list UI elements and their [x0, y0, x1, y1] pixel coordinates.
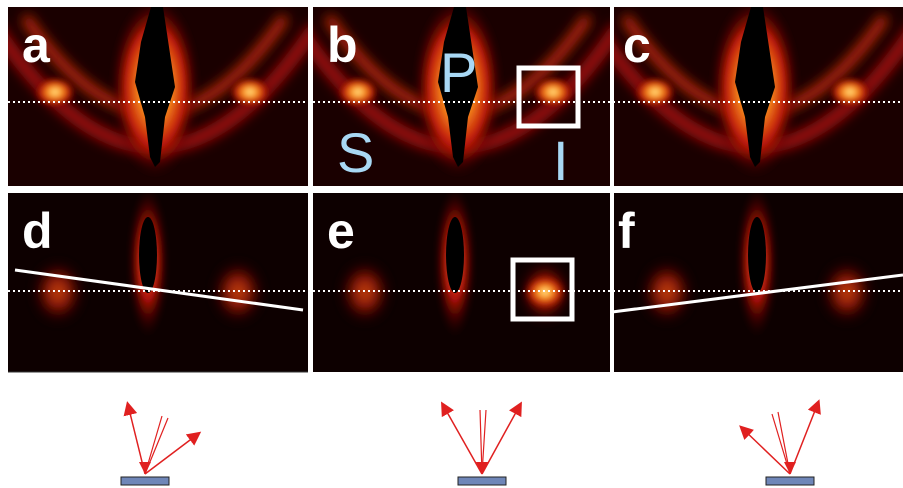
highlight-box [516, 65, 581, 129]
central-spot [446, 217, 464, 293]
central-spot [139, 217, 157, 293]
image-panel [8, 193, 308, 372]
overlay: a b c d e f P S I [0, 17, 903, 373]
annotation: S [337, 121, 374, 184]
central-spot [748, 217, 766, 293]
panel-label: f [618, 203, 635, 259]
geometry-diagrams [120, 399, 821, 486]
substrate [120, 476, 170, 486]
substrate [765, 476, 815, 486]
reflected-beam [481, 401, 522, 475]
panel-label: e [327, 203, 355, 259]
image-panel [313, 7, 610, 187]
beam-tip [476, 462, 488, 474]
side-glow [823, 262, 871, 322]
substrate [457, 476, 507, 486]
reflection-diagram [441, 401, 522, 486]
panels [8, 7, 903, 372]
panel-label: d [22, 203, 53, 259]
image-panel [614, 7, 903, 187]
hot-spot [828, 76, 872, 108]
reflected-beam [441, 401, 483, 475]
angle-line [611, 273, 903, 314]
image-panel [313, 193, 610, 372]
beam-tip [139, 462, 151, 474]
reflection-diagram [739, 399, 821, 486]
annotation: I [553, 129, 569, 192]
hot-spot [531, 76, 575, 108]
panel-label: b [327, 17, 358, 73]
highlight-box [510, 257, 575, 322]
central-spot [438, 7, 478, 167]
annotation: P [440, 41, 477, 104]
hot-spot [336, 76, 380, 108]
separator [0, 186, 903, 191]
reflected-beam [144, 431, 202, 475]
panel-label: a [22, 17, 51, 73]
angle-line [14, 268, 304, 312]
central-spot [135, 7, 175, 167]
reflected-beam [739, 425, 791, 475]
hot-spot [228, 76, 272, 108]
hot-spot [33, 76, 77, 108]
image-panel [8, 7, 308, 187]
hot-spot [633, 76, 677, 108]
panel-label: c [623, 17, 651, 73]
beam-tip [784, 462, 796, 474]
reflection-diagram [120, 401, 202, 486]
central-spot [735, 7, 775, 167]
